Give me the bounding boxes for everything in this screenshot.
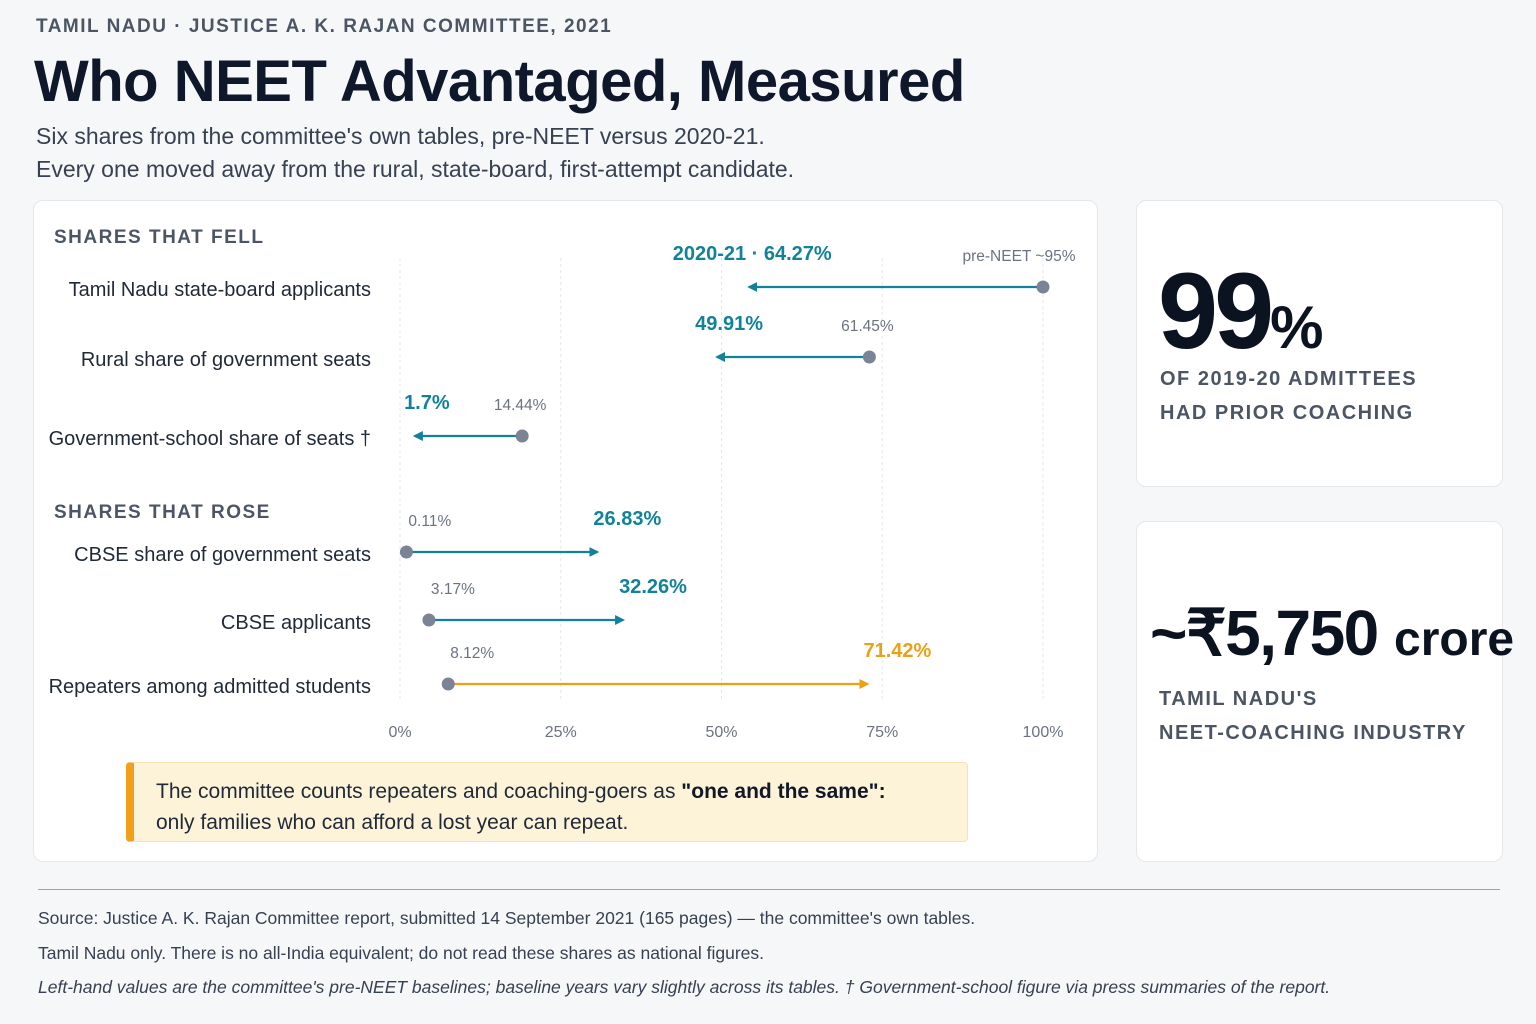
footer-note: Left-hand values are the committee's pre… [38, 977, 1331, 997]
footer-scope: Tamil Nadu only. There is no all-India e… [38, 943, 765, 963]
baseline-value-label: 61.45% [841, 318, 894, 335]
baseline-dot [515, 429, 529, 443]
x-tick-label: 25% [545, 724, 577, 741]
chart-card [33, 200, 1098, 862]
row-label: Government-school share of seats † [49, 428, 371, 450]
current-value-label: 26.83% [593, 508, 661, 530]
row-label: CBSE applicants [221, 612, 371, 634]
callout-emphasis: "one and the same": [681, 780, 886, 803]
footer-divider [38, 889, 1500, 890]
callout-line-2: only families who can afford a lost year… [156, 811, 629, 834]
coaching-stat-label-1: OF 2019-20 ADMITTEES [1160, 368, 1418, 390]
x-tick-label: 50% [705, 724, 737, 741]
row-label: Tamil Nadu state-board applicants [69, 279, 371, 301]
current-value-label: 32.26% [619, 576, 687, 598]
current-value-label: 49.91% [695, 313, 763, 335]
subtitle: Six shares from the committee's own tabl… [36, 120, 794, 186]
industry-stat-value: ~₹5,750 crore [1150, 596, 1514, 671]
group-label: SHARES THAT FELL [54, 227, 264, 248]
baseline-dot [862, 350, 876, 364]
current-value-label: 1.7% [404, 392, 450, 414]
row-label: CBSE share of government seats [74, 544, 371, 566]
baseline-value-label: 0.11% [408, 513, 451, 530]
arrow-chart: Tamil Nadu state-board applicants pre-NEE… [49, 227, 1076, 741]
current-value-label: 2020-21 · 64.27% [673, 243, 832, 265]
coaching-stat-unit: % [1270, 294, 1324, 361]
subtitle-line-2: Every one moved away from the rural, sta… [36, 156, 795, 182]
industry-stat-card [1136, 521, 1503, 862]
row-label: Repeaters among admitted students [49, 676, 371, 698]
baseline-dot [441, 677, 455, 691]
baseline-value-label: 8.12% [450, 645, 494, 662]
callout-note: The committee counts repeaters and coach… [126, 762, 968, 842]
subtitle-line-1: Six shares from the committee's own tabl… [36, 123, 765, 149]
coaching-stat-card [1136, 200, 1503, 487]
industry-stat-label-1: TAMIL NADU'S [1159, 688, 1318, 710]
baseline-dot [399, 545, 413, 559]
x-tick-label: 100% [1023, 724, 1064, 741]
industry-stat-number: ~₹5,750 [1150, 597, 1379, 669]
row-label: Rural share of government seats [81, 349, 371, 371]
coaching-stat-label-2: HAD PRIOR COACHING [1160, 402, 1414, 424]
coaching-stat-label: OF 2019-20 ADMITTEES HAD PRIOR COACHING [1160, 362, 1417, 430]
baseline-dot [422, 613, 436, 627]
callout-text: The committee counts repeaters and coach… [156, 780, 682, 803]
baseline-dot [1036, 280, 1050, 294]
coaching-stat-number: 99 [1158, 250, 1274, 371]
baseline-value-label: 14.44% [494, 397, 547, 414]
industry-stat-label: TAMIL NADU'S NEET-COACHING INDUSTRY [1159, 682, 1467, 750]
baseline-value-label: 3.17% [431, 581, 475, 598]
group-label: SHARES THAT ROSE [54, 502, 271, 523]
footer-source: Source: Justice A. K. Rajan Committee re… [38, 908, 976, 928]
x-tick-label: 75% [866, 724, 898, 741]
baseline-value-label: pre-NEET ~95% [962, 248, 1075, 265]
x-tick-label: 0% [388, 724, 411, 741]
industry-stat-label-2: NEET-COACHING INDUSTRY [1159, 722, 1467, 744]
kicker: TAMIL NADU · JUSTICE A. K. RAJAN COMMITT… [36, 16, 613, 37]
current-value-label: 71.42% [863, 640, 931, 662]
page-title: Who NEET Advantaged, Measured [34, 49, 965, 114]
coaching-stat-value: 99% [1158, 248, 1324, 373]
industry-stat-unit: crore [1394, 613, 1515, 666]
